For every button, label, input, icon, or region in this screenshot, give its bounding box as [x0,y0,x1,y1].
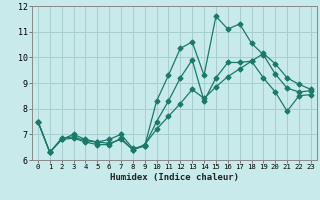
X-axis label: Humidex (Indice chaleur): Humidex (Indice chaleur) [110,173,239,182]
